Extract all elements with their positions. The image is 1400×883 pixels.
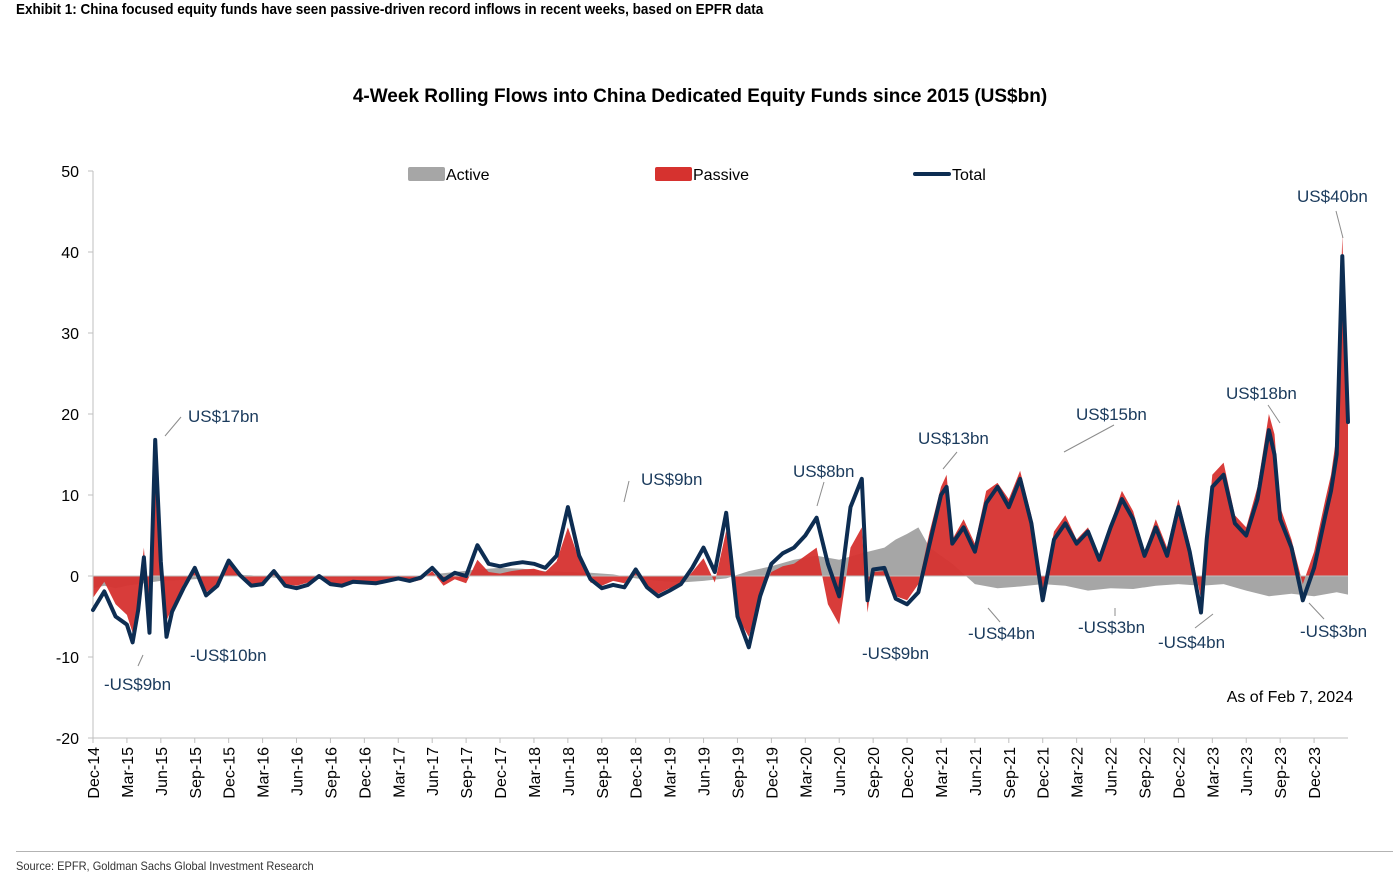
annotation-label: -US$3bn	[1078, 618, 1145, 637]
y-tick-label: 50	[61, 164, 79, 181]
x-tick-label: Dec-17	[493, 747, 510, 799]
as-of-note: As of Feb 7, 2024	[1227, 689, 1353, 706]
annotation-label: US$15bn	[1076, 405, 1147, 424]
x-tick-label: Mar-22	[1070, 747, 1087, 798]
x-tick-label: Dec-16	[357, 747, 374, 799]
y-tick-label: 30	[61, 326, 79, 343]
x-tick-label: Jun-21	[968, 747, 985, 796]
annotation-label: US$8bn	[793, 462, 854, 481]
annotation-label: US$17bn	[188, 407, 259, 426]
annotation-leader	[816, 481, 825, 507]
annotation-leader	[164, 416, 182, 437]
annotation-label: US$9bn	[641, 470, 702, 489]
y-tick-label: -10	[56, 650, 79, 667]
x-tick-label: Mar-19	[663, 747, 680, 798]
x-tick-label: Sep-22	[1137, 747, 1154, 799]
x-tick-label: Jun-17	[425, 747, 442, 796]
annotation-leader	[623, 480, 630, 503]
x-tick-label: Jun-20	[832, 747, 849, 796]
x-tick-label: Mar-15	[120, 747, 137, 798]
x-tick-label: Mar-17	[391, 747, 408, 798]
x-tick-label: Mar-23	[1205, 747, 1222, 798]
x-tick-label: Jun-19	[697, 747, 714, 796]
source-note: Source: EPFR, Goldman Sachs Global Inves…	[16, 859, 314, 873]
x-tick-label: Dec-19	[764, 747, 781, 799]
x-tick-label: Dec-21	[1036, 747, 1053, 799]
annotation-label: -US$10bn	[190, 646, 267, 665]
active-area	[93, 527, 1348, 597]
x-tick-label: Sep-21	[1002, 747, 1019, 799]
x-tick-label: Mar-18	[527, 747, 544, 798]
annotation-leader	[1194, 613, 1214, 629]
annotation-leader	[987, 607, 1001, 623]
x-tick-label: Dec-15	[222, 747, 239, 799]
annotation-leader	[1335, 210, 1344, 239]
legend-label-passive: Passive	[693, 167, 749, 184]
legend-swatch-active	[408, 167, 445, 181]
axes-layer: -20 -10 0 10 20 30 40 50 Dec-14 Mar-15 Jun-15 Sep-1…	[56, 164, 1348, 799]
x-tick-label: Mar-21	[934, 747, 951, 798]
x-tick-label: Jun-18	[561, 747, 578, 796]
annotation-label: US$18bn	[1226, 384, 1297, 403]
y-tick-label: 0	[70, 569, 79, 586]
legend-label-total: Total	[952, 167, 986, 184]
annotation-label: -US$4bn	[968, 624, 1035, 643]
y-tick-label: -20	[56, 731, 79, 748]
footer-divider	[16, 851, 1393, 852]
annotation-label: -US$3bn	[1300, 622, 1367, 641]
annotation-leader	[1267, 404, 1281, 424]
exhibit-title: Exhibit 1: China focused equity funds ha…	[16, 1, 764, 18]
x-tick-label: Dec-14	[86, 747, 103, 799]
x-tick-label: Jun-23	[1239, 747, 1256, 796]
annotation-label: -US$4bn	[1158, 633, 1225, 652]
y-tick-label: 10	[61, 488, 79, 505]
x-tick-label: Dec-23	[1307, 747, 1324, 799]
total-line-layer	[91, 254, 1350, 650]
x-tick-label: Sep-17	[459, 747, 476, 799]
legend-label-active: Active	[446, 167, 490, 184]
annotation-label: -US$9bn	[104, 675, 171, 694]
annotation-leader	[1063, 424, 1115, 453]
annotation-label: -US$9bn	[862, 644, 929, 663]
x-tick-label: Dec-18	[629, 747, 646, 799]
x-tick-label: Sep-15	[188, 747, 205, 799]
y-tick-label: 20	[61, 407, 79, 424]
total-line	[91, 254, 1350, 650]
x-tick-label: Jun-16	[290, 747, 307, 796]
x-tick-label: Sep-16	[323, 747, 340, 799]
area-layer	[93, 235, 1348, 637]
x-tick-label: Mar-20	[798, 747, 815, 798]
annotation-leader	[1308, 602, 1325, 620]
y-tick-label: 40	[61, 245, 79, 262]
chart-legend: Active Passive Total	[408, 167, 986, 184]
annotation-leader	[137, 654, 144, 667]
x-tick-label: Sep-18	[595, 747, 612, 799]
x-tick-label: Sep-23	[1273, 747, 1290, 799]
annotation-label: US$13bn	[918, 429, 989, 448]
chart-title: 4-Week Rolling Flows into China Dedicate…	[352, 86, 1048, 107]
legend-swatch-passive	[655, 167, 692, 181]
x-tick-label: Jun-15	[154, 747, 171, 796]
x-tick-label: Jun-22	[1104, 747, 1121, 796]
annotation-label: US$40bn	[1297, 187, 1368, 206]
x-tick-label: Mar-16	[256, 747, 273, 798]
x-tick-label: Dec-20	[900, 747, 917, 799]
x-tick-label: Dec-22	[1171, 747, 1188, 799]
annotation-layer: US$17bn -US$9bn -US$10bn US$9bn US$8bn -US$9b…	[104, 187, 1368, 694]
x-tick-label: Sep-19	[730, 747, 747, 799]
annotation-leader	[942, 451, 958, 470]
x-tick-label: Sep-20	[866, 747, 883, 799]
